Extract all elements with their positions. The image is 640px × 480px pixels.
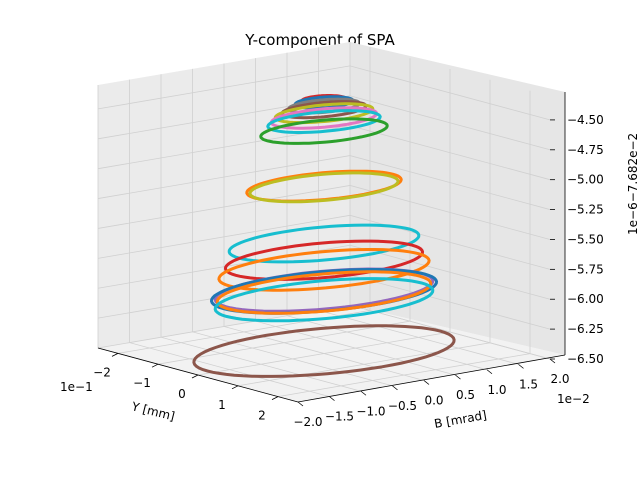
grid-line-z bbox=[97, 185, 551, 240]
x-tick-label: −2 bbox=[93, 365, 111, 379]
y-tick bbox=[297, 401, 304, 407]
x-tick bbox=[151, 363, 159, 368]
right-wall-pane bbox=[350, 42, 565, 355]
z-offset-label: 1e−6−7.682e−2 bbox=[626, 133, 640, 235]
z-tick-label: −6.50 bbox=[567, 352, 604, 366]
x-tick-label: 2 bbox=[258, 409, 266, 423]
grid-line-z bbox=[97, 214, 551, 270]
x-tick-label: −1 bbox=[133, 376, 151, 390]
ring-series-15 bbox=[215, 270, 433, 315]
floor-pane bbox=[98, 305, 565, 402]
x-tick bbox=[191, 374, 199, 379]
y-tick bbox=[486, 369, 493, 375]
x-axis-label: Y [mm] bbox=[129, 399, 176, 423]
y-tick bbox=[518, 364, 524, 369]
z-tick-label: −6.25 bbox=[567, 322, 604, 336]
y-axis-line bbox=[297, 354, 566, 403]
z-tick-label: −4.75 bbox=[567, 143, 604, 157]
y-tick bbox=[360, 390, 367, 396]
y-tick-label: −1.0 bbox=[356, 404, 385, 418]
grid-line-z bbox=[97, 125, 551, 181]
y-tick-label: 0.0 bbox=[424, 394, 443, 408]
ring-series-7 bbox=[259, 117, 389, 145]
grid-line-z bbox=[97, 244, 551, 300]
z-tick-label: −6.00 bbox=[567, 292, 604, 306]
x-tick bbox=[271, 396, 279, 400]
x-tick bbox=[231, 385, 239, 390]
data-rings bbox=[192, 94, 456, 378]
z-tick-label: −5.25 bbox=[567, 203, 604, 217]
z-tick-label: −5.00 bbox=[567, 173, 604, 187]
y-tick bbox=[549, 358, 556, 364]
ring-series-17 bbox=[192, 324, 456, 378]
y-tick-label: 0.5 bbox=[456, 388, 475, 402]
y-tick-label: 1.5 bbox=[519, 377, 538, 391]
grid-line-z bbox=[97, 155, 551, 210]
ring-series-10 bbox=[227, 223, 421, 264]
x-offset-label: 1e−1 bbox=[60, 380, 93, 394]
y-axis-label: B [mrad] bbox=[433, 408, 488, 431]
z-tick-label: −4.50 bbox=[567, 113, 604, 127]
z-tick-label: −5.75 bbox=[567, 262, 604, 276]
x-tick-label: 1 bbox=[218, 398, 226, 412]
x-tick-label: 0 bbox=[178, 387, 186, 401]
grid-line-z bbox=[97, 95, 551, 151]
y-tick-label: −2.0 bbox=[293, 415, 322, 429]
tick-marks bbox=[111, 119, 556, 407]
grid-line-z bbox=[97, 65, 551, 121]
y-offset-label: 1e−2 bbox=[557, 392, 590, 406]
y-tick bbox=[392, 385, 398, 391]
axis-labels: −2 −1 0 1 2 −2.0 −1.5 −1.0 −0.5 0.0 0.5 1.0 1.5 2.0 −4… bbox=[60, 113, 640, 431]
y-tick-label: −0.5 bbox=[388, 399, 417, 413]
y-tick bbox=[329, 396, 335, 401]
x-tick bbox=[111, 353, 119, 357]
y-tick-label: 2.0 bbox=[550, 372, 569, 386]
y-tick bbox=[423, 380, 430, 385]
ring-series-9 bbox=[248, 171, 400, 204]
y-tick-label: −1.5 bbox=[325, 410, 354, 424]
z-tick-label: −5.50 bbox=[567, 232, 604, 246]
ring-series-16 bbox=[213, 277, 435, 323]
y-tick-label: 1.0 bbox=[487, 383, 506, 397]
ring-series-6 bbox=[266, 109, 382, 134]
y-tick bbox=[455, 374, 461, 380]
